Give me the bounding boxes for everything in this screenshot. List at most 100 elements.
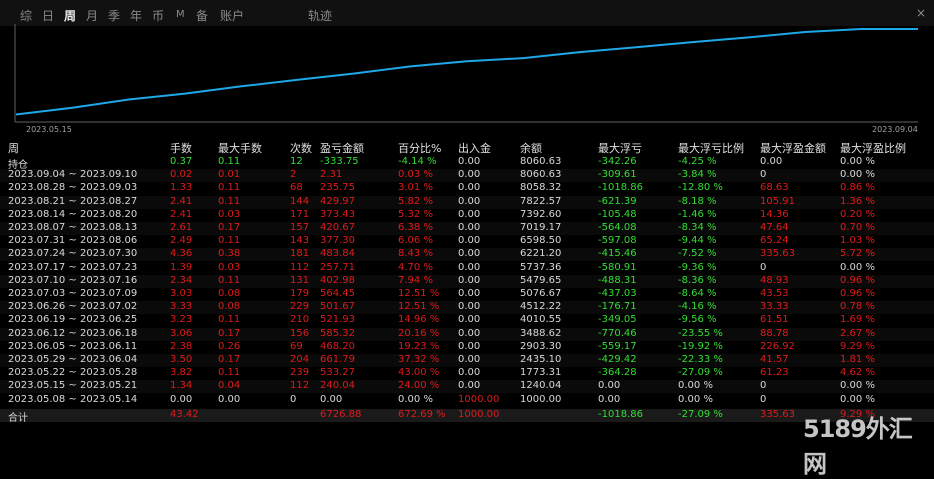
table-cell: 0.03 (218, 208, 241, 220)
table-cell: 9.29 % (840, 340, 875, 352)
tab-year[interactable]: 年 (130, 9, 143, 23)
table-row[interactable]: 2023.07.24 ~ 2023.07.30 4.36 0.38 181 483.84… (0, 248, 934, 262)
table-cell: 112 (290, 380, 310, 392)
table-cell: -4.25 % (678, 156, 717, 167)
column-header[interactable]: 最大浮盈金额 (760, 142, 826, 155)
column-header[interactable]: 最大浮盈比例 (840, 142, 906, 155)
table-row[interactable]: 2023.05.15 ~ 2023.05.21 1.34 0.04 112 240.04… (0, 380, 934, 394)
tab-summary[interactable]: 综 (20, 9, 33, 23)
table-row[interactable]: 2023.06.12 ~ 2023.06.18 3.06 0.17 156 585.32… (0, 327, 934, 341)
table-cell: 0.00 (458, 380, 481, 392)
close-icon[interactable]: × (915, 6, 926, 20)
tab-quarter[interactable]: 季 (108, 9, 121, 23)
table-row[interactable]: 2023.07.03 ~ 2023.07.09 3.03 0.08 179 564.45… (0, 288, 934, 301)
table-cell: 0.11 (218, 367, 241, 379)
table-cell: 19.23 % (398, 340, 440, 352)
table-cell: 2.41 (170, 208, 193, 220)
tab-note[interactable]: 备 (196, 9, 209, 23)
table-cell: -559.17 (598, 340, 637, 352)
table-cell: -770.46 (598, 327, 637, 339)
tab-week[interactable]: 周 (64, 9, 77, 23)
table-cell: 0.00 (458, 261, 481, 273)
table-cell: 0.00 (458, 327, 481, 339)
table-cell: 0.11 (218, 156, 241, 167)
table-cell: 2.67 % (840, 327, 875, 339)
table-cell: 2.49 (170, 235, 193, 247)
table-cell: 0 (290, 393, 297, 405)
table-row[interactable]: 2023.08.28 ~ 2023.09.03 1.33 0.11 68 235.75 3… (0, 182, 934, 195)
table-cell: 8060.63 (520, 156, 562, 167)
table-row[interactable]: 2023.05.22 ~ 2023.05.28 3.82 0.11 239 533.27… (0, 367, 934, 380)
tab-trajectory[interactable]: 轨迹 (308, 9, 333, 23)
column-header[interactable]: 余额 (520, 142, 542, 155)
table-cell: 2023.09.04 ~ 2023.09.10 (8, 169, 138, 181)
table-cell: 0.11 (218, 235, 241, 247)
column-header[interactable]: 最大浮亏 (598, 142, 642, 155)
table-cell: -342.26 (598, 156, 637, 167)
table-cell: 0.00 (598, 393, 621, 405)
table-cell: -333.75 (320, 156, 359, 167)
table-cell: 1773.31 (520, 367, 562, 379)
table-row[interactable]: 持仓 0.37 0.11 12 -333.75 -4.14 % 0.00 8060.63 -34… (0, 156, 934, 171)
table-cell: 0.00 (458, 274, 481, 286)
table-cell: 0.17 (218, 222, 241, 233)
column-header[interactable]: 最大手数 (218, 142, 262, 155)
table-row[interactable]: 2023.09.04 ~ 2023.09.10 0.02 0.01 2 2.31 0.03… (0, 169, 934, 183)
table-cell: 2.34 (170, 274, 193, 286)
total-cell: -1018.86 (598, 408, 643, 420)
table-cell: -9.56 % (678, 314, 717, 326)
table-cell: 226.92 (760, 340, 795, 352)
tab-currency[interactable]: 币 (152, 9, 165, 23)
table-cell: 0.00 (598, 380, 621, 392)
table-cell: 5479.65 (520, 274, 562, 286)
table-row[interactable]: 2023.07.31 ~ 2023.08.06 2.49 0.11 143 377.30… (0, 235, 934, 248)
table-row[interactable]: 2023.08.07 ~ 2023.08.13 2.61 0.17 157 420.67… (0, 222, 934, 235)
tab-day[interactable]: 日 (42, 9, 55, 23)
table-cell: 0.00 % (678, 380, 713, 392)
column-header[interactable]: 周 (8, 142, 19, 155)
table-cell: 6598.50 (520, 235, 562, 247)
column-header[interactable]: 百分比% (398, 142, 442, 155)
table-row[interactable]: 2023.05.29 ~ 2023.06.04 3.50 0.17 204 661.79… (0, 354, 934, 367)
table-cell: 5.32 % (398, 208, 433, 220)
table-cell: 2023.07.10 ~ 2023.07.16 (8, 274, 138, 286)
table-cell: 0.70 % (840, 222, 875, 233)
tab-magic[interactable]: M (176, 9, 185, 20)
tab-month[interactable]: 月 (86, 9, 99, 23)
table-cell: 3.82 (170, 367, 193, 379)
table-cell: 5076.67 (520, 288, 562, 299)
chart-start-date: 2023.05.15 (26, 125, 72, 134)
table-row[interactable]: 2023.05.08 ~ 2023.05.14 0.00 0.00 0 0.00 0.00… (0, 394, 934, 407)
table-cell: -309.61 (598, 169, 637, 181)
table-cell: -415.46 (598, 248, 637, 260)
column-header[interactable]: 盈亏金额 (320, 142, 364, 155)
table-cell: 0.00 (458, 288, 481, 299)
table-cell: 0.00 % (840, 156, 875, 167)
column-header[interactable]: 手数 (170, 142, 192, 155)
table-row[interactable]: 2023.07.17 ~ 2023.07.23 1.39 0.03 112 257.71… (0, 262, 934, 275)
table-cell: 12 (290, 156, 303, 167)
table-cell: 0.00 % (840, 380, 875, 392)
table-cell: 585.32 (320, 327, 355, 339)
column-header[interactable]: 出入金 (458, 142, 491, 155)
table-cell: 8.43 % (398, 248, 433, 260)
table-row[interactable]: 2023.06.26 ~ 2023.07.02 3.33 0.08 229 501.67… (0, 301, 934, 315)
table-cell: 2023.06.12 ~ 2023.06.18 (8, 327, 138, 339)
table-cell: 1.39 (170, 261, 193, 273)
table-cell: -349.05 (598, 314, 637, 326)
table-cell: 0.17 (218, 327, 241, 339)
table-cell: 2.38 (170, 340, 193, 352)
table-row[interactable]: 2023.06.05 ~ 2023.06.11 2.38 0.26 69 468.20 1… (0, 341, 934, 354)
table-cell: 6221.20 (520, 248, 562, 260)
table-row[interactable]: 2023.08.14 ~ 2023.08.20 2.41 0.03 171 373.43… (0, 209, 934, 222)
equity-curve-chart (14, 24, 918, 123)
table-cell: 69 (290, 340, 303, 352)
tab-account[interactable]: 账户 (220, 9, 245, 23)
table-cell: 3.33 (170, 301, 193, 313)
table-cell: 1.34 (170, 380, 193, 392)
table-row[interactable]: 2023.08.21 ~ 2023.08.27 2.41 0.11 144 429.97… (0, 195, 934, 209)
table-row[interactable]: 2023.07.10 ~ 2023.07.16 2.34 0.11 131 402.98… (0, 274, 934, 288)
table-row[interactable]: 2023.06.19 ~ 2023.06.25 3.23 0.11 210 521.93… (0, 314, 934, 327)
column-header[interactable]: 次数 (290, 142, 312, 155)
column-header[interactable]: 最大浮亏比例 (678, 142, 744, 155)
